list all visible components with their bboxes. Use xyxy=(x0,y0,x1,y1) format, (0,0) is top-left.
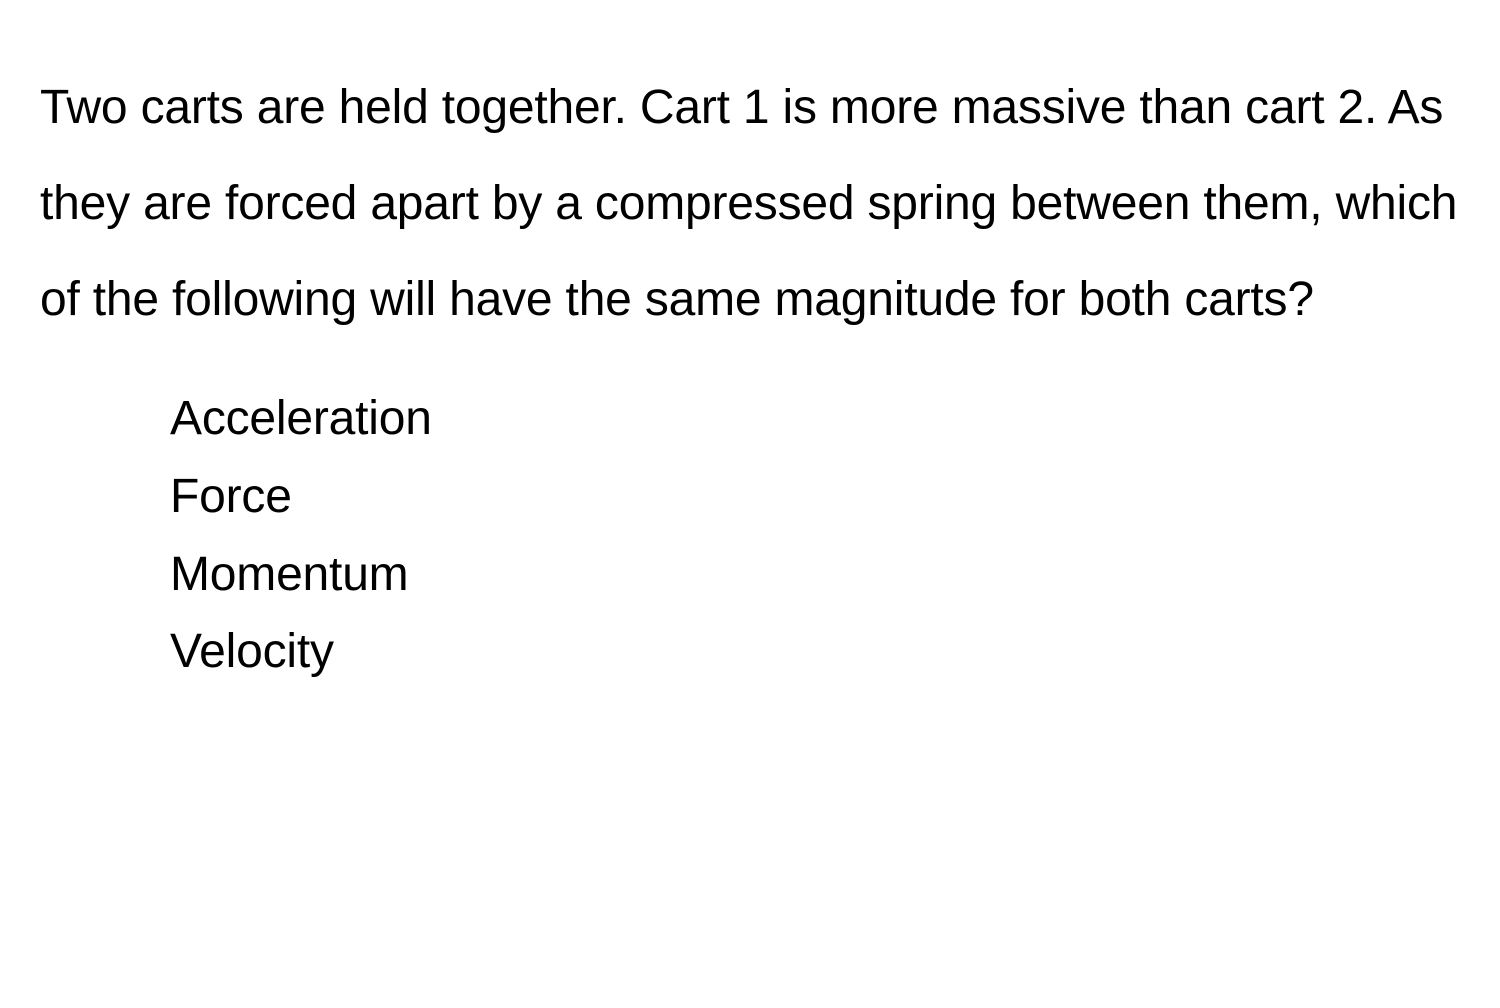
option-item: Acceleration xyxy=(170,380,1460,458)
option-item: Momentum xyxy=(170,536,1460,614)
options-list: Acceleration Force Momentum Velocity xyxy=(40,380,1460,691)
question-text: Two carts are held together. Cart 1 is m… xyxy=(40,60,1460,348)
option-item: Force xyxy=(170,458,1460,536)
option-item: Velocity xyxy=(170,613,1460,691)
